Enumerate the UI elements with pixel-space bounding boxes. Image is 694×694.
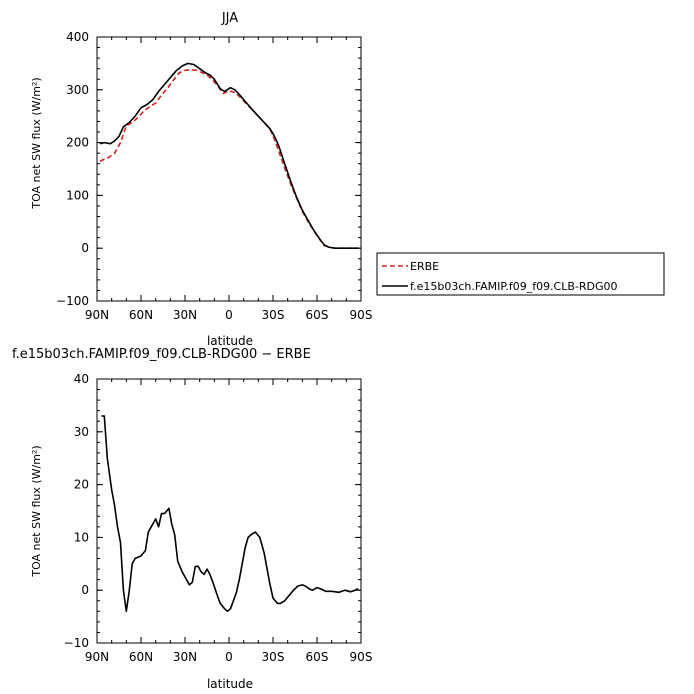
top-series-line-2	[99, 62, 359, 249]
top-x-tick-label: 30S	[262, 308, 285, 322]
legend: ERBE f.e15b03ch.FAMIP.f09_f09.CLB-RDG00	[376, 252, 665, 296]
bottom-y-axis-label: TOA net SW flux (W/m²)	[30, 445, 43, 577]
bottom-x-tick-label: 30N	[173, 650, 197, 664]
top-panel: JJA TOA net SW flux (W/m²) 90N 60N 30N 0 30S…	[30, 11, 665, 348]
bottom-axis-ticks: 90N 60N 30N 0 30S 60S 90S −10 0 10 20 30 40	[64, 372, 373, 664]
bottom-y-tick-label: 10	[74, 530, 89, 544]
legend-label-erbe: ERBE	[410, 260, 439, 273]
bottom-y-tick-label: 20	[74, 478, 89, 492]
bottom-x-tick-label: 0	[225, 650, 233, 664]
bottom-x-tick-label: 90S	[350, 650, 373, 664]
top-y-tick-label: 200	[66, 136, 89, 150]
top-chart-title: JJA	[221, 11, 238, 26]
top-plot-frame	[96, 36, 362, 302]
bottom-x-tick-label: 30S	[262, 650, 285, 664]
legend-box	[376, 252, 665, 296]
top-x-tick-label: 90N	[85, 308, 109, 322]
top-y-axis-label-wrap: TOA net SW flux (W/m²)	[30, 77, 43, 209]
bottom-series-lines	[101, 415, 359, 613]
top-series-lines	[99, 62, 359, 249]
bottom-y-tick-label: −10	[64, 636, 89, 650]
top-y-tick-label: 0	[81, 241, 89, 255]
top-y-tick-label: 400	[66, 30, 89, 44]
top-y-tick-label: 300	[66, 83, 89, 97]
bottom-series-line-1	[101, 415, 359, 613]
bottom-x-tick-label: 60S	[306, 650, 329, 664]
top-x-tick-label: 30N	[173, 308, 197, 322]
top-x-tick-label: 60N	[129, 308, 153, 322]
top-x-tick-label: 0	[225, 308, 233, 322]
bottom-panel: f.e15b03ch.FAMIP.f09_f09.CLB-RDG00 − ERB…	[12, 347, 372, 691]
bottom-x-tick-label: 60N	[129, 650, 153, 664]
top-x-tick-label: 90S	[350, 308, 373, 322]
bottom-y-tick-label: 30	[74, 425, 89, 439]
top-x-tick-label: 60S	[306, 308, 329, 322]
top-axis-ticks: 90N 60N 30N 0 30S 60S 90S −100 0 100 200 300 400	[56, 30, 372, 322]
bottom-x-tick-label: 90N	[85, 650, 109, 664]
bottom-plot-frame	[96, 378, 362, 644]
top-y-axis-label: TOA net SW flux (W/m²)	[30, 77, 43, 209]
legend-label-model: f.e15b03ch.FAMIP.f09_f09.CLB-RDG00	[410, 280, 618, 293]
bottom-x-axis-label: latitude	[207, 677, 253, 691]
top-x-axis-label: latitude	[207, 334, 253, 348]
bottom-y-tick-label: 40	[74, 372, 89, 386]
bottom-chart-title: f.e15b03ch.FAMIP.f09_f09.CLB-RDG00 − ERB…	[12, 347, 311, 362]
top-y-tick-label: −100	[56, 294, 89, 308]
top-series-line-1	[99, 68, 359, 249]
bottom-y-tick-label: 0	[81, 583, 89, 597]
top-y-tick-label: 100	[66, 188, 89, 202]
bottom-y-axis-label-wrap: TOA net SW flux (W/m²)	[30, 445, 43, 577]
